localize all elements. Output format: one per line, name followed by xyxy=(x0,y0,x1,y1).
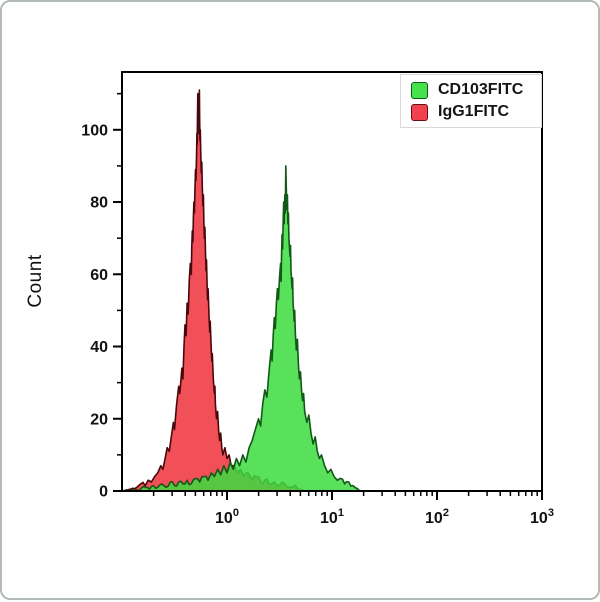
y-tick-label: 20 xyxy=(90,411,108,428)
y-tick-label: 100 xyxy=(81,122,108,139)
y-axis-label: Count xyxy=(25,254,46,308)
y-tick-label: 80 xyxy=(90,195,108,212)
x-tick-label: 103 xyxy=(530,507,554,527)
legend-item-cd103fitc: CD103FITC xyxy=(411,79,537,101)
legend-swatch-igg1fitc xyxy=(411,103,428,121)
y-tick-label: 40 xyxy=(90,339,108,356)
x-tick-label: 100 xyxy=(215,507,239,527)
series-cd103fitc-curve xyxy=(121,165,543,492)
legend: CD103FITC IgG1FITC xyxy=(400,74,542,128)
y-tick-label: 0 xyxy=(99,484,108,501)
legend-label-cd103fitc: CD103FITC xyxy=(438,81,524,98)
y-tick-label: 60 xyxy=(90,267,108,284)
x-tick-label: 101 xyxy=(320,507,344,527)
legend-label-igg1fitc: IgG1FITC xyxy=(438,103,510,120)
legend-swatch-cd103fitc xyxy=(411,81,428,99)
x-tick-label: 102 xyxy=(425,507,449,527)
legend-item-igg1fitc: IgG1FITC xyxy=(411,101,537,123)
